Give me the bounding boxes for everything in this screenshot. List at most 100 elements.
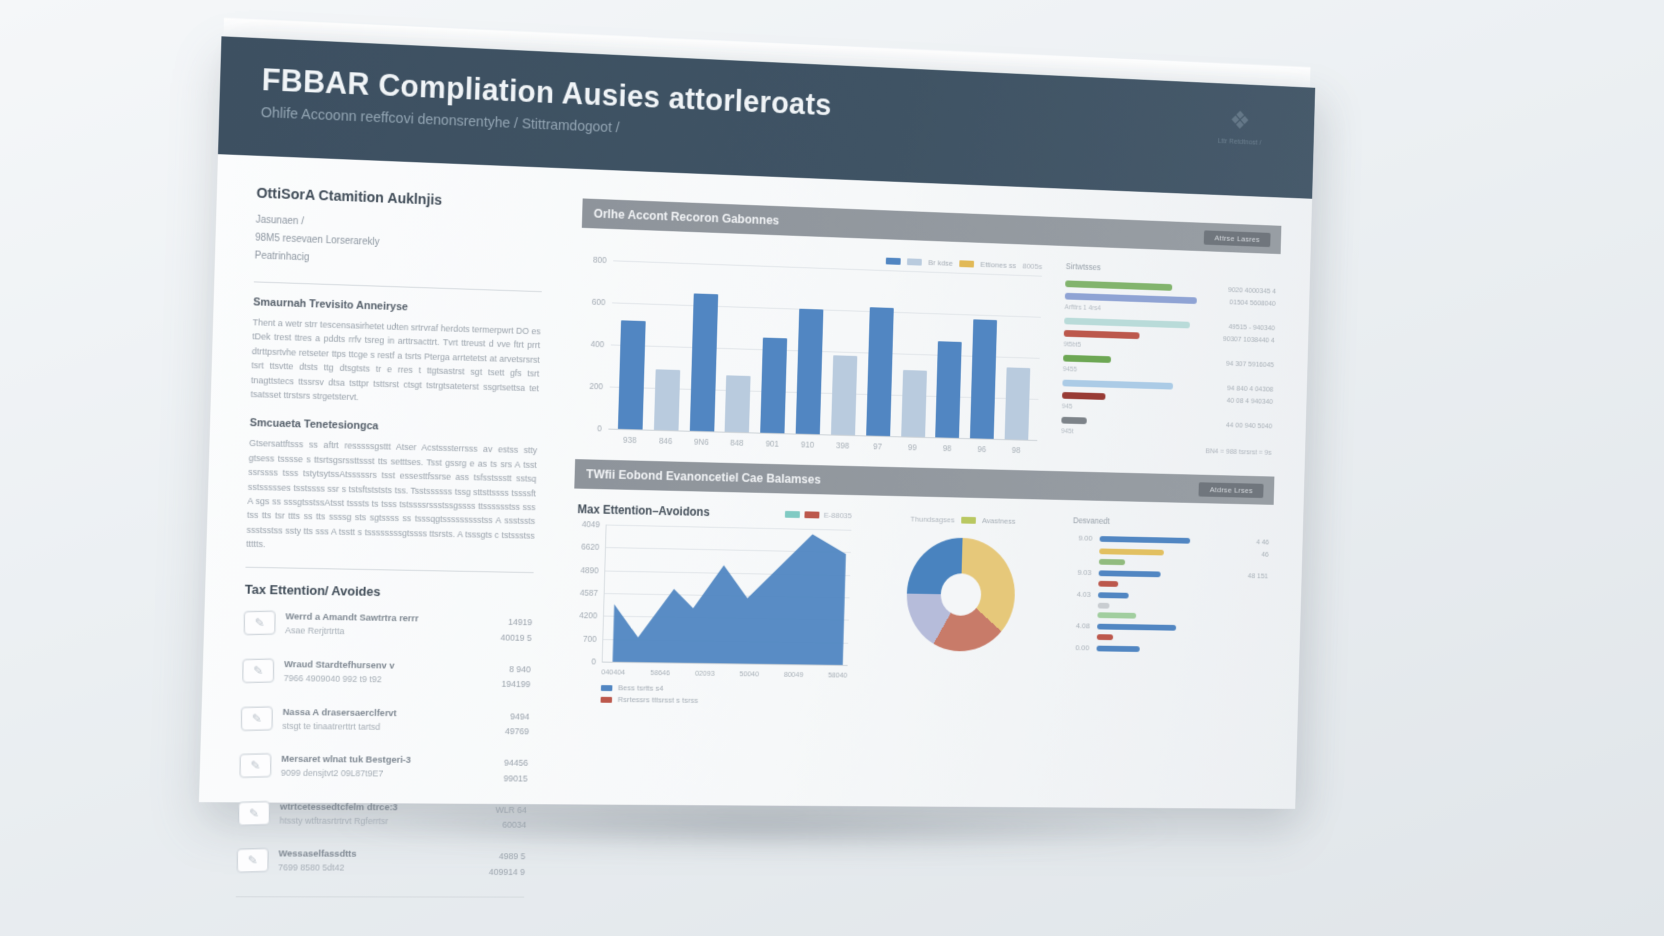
stat-value: 40 08 4 940340 — [1226, 395, 1274, 406]
report-face: FBBAR Compliation Ausies attorleroats Oh… — [198, 36, 1316, 898]
x-axis-tick: 80049 — [783, 669, 804, 679]
stat-list-b: Desvanedt 9.00 4 46 46 9.03 48 151 4.03 4.08 0.… — [1068, 514, 1270, 715]
checklist-item-sub: 7966 4909040 992 t9 t92 — [283, 673, 382, 685]
area-chart-plot: 4049 6620 4890 4587 4200 700 0 — [579, 519, 852, 666]
checklist-item-sub: stsgt te tinaatrerttrt tartsd — [282, 720, 381, 732]
legend-swatch — [885, 257, 901, 265]
bar — [935, 341, 963, 438]
legend-swatch — [959, 259, 975, 268]
stat-bar — [1099, 535, 1191, 544]
section-a-badge: Attrse Lasres — [1203, 229, 1271, 247]
stat-bar — [1099, 547, 1164, 555]
legend-label: Thundsagses — [910, 514, 955, 524]
logo: ❖ Lttr Retdtnost / — [1211, 106, 1269, 147]
checklist-item-sub: 9099 densjtvt2 09L87t9E7 — [280, 767, 384, 779]
checklist-item: ✎ Werrd a Amandt Sawtrtra rerrr Asae Rerjt… — [243, 611, 532, 646]
checklist-item-value-1: 8 940 — [509, 664, 531, 675]
checklist-item-value-2: 99015 — [503, 773, 528, 784]
stat-bar — [1096, 645, 1141, 652]
x-axis-tick: 938 — [622, 434, 637, 445]
stat-value — [1203, 607, 1267, 608]
checklist-item-texts: Werrd a Amandt Sawtrtra rerrr Asae Rerjtr… — [285, 612, 467, 639]
bar — [653, 368, 680, 431]
x-axis-tick: 99 — [907, 442, 917, 453]
area-chart-legend: E-88035 — [784, 509, 852, 520]
checklist-item-texts: wtrtcetessedtcfelm dtrce:3 htssty wtftras… — [279, 801, 461, 826]
y-axis-tick: 4200 — [579, 610, 598, 621]
stat-bar-track — [1097, 602, 1197, 610]
bar — [865, 306, 894, 437]
checklist-item-value-1: 4989 5 — [498, 851, 526, 862]
legend-label: 8005s — [1022, 261, 1043, 271]
area-chart-title: Max Ettention–Avoidons — [577, 502, 710, 519]
stat-bar — [1097, 612, 1137, 619]
stat-list-b-heading: Desvanedt — [1072, 515, 1110, 526]
checklist-item: ✎ Wessaselfassdtts 7699 8580 5dt42 4989 5 40… — [236, 848, 526, 880]
area-footer-legend-entry: Rsrtessrs tttsrsst s tsrss — [600, 695, 846, 707]
stat-bar — [1062, 379, 1174, 390]
area-fill — [612, 530, 847, 665]
checklist-item-sub: Asae Rerjtrtrtta — [284, 625, 345, 637]
stat-bar — [1062, 392, 1106, 400]
checklist-item-values: WLR 64 60034 — [470, 803, 527, 833]
stat-bar — [1098, 580, 1119, 587]
stat-bar — [1064, 292, 1197, 305]
stat-bar-track — [1099, 547, 1198, 556]
stat-row: 0.00 — [1069, 643, 1266, 655]
checklist-item-value-2: 40019 5 — [500, 632, 532, 643]
stat-list-a-footer: BN4 = 988 tsrsrst = 9s — [1205, 446, 1272, 457]
checklist-item: ✎ Mersaret wlnat tuk Bestgeri-3 9099 densj… — [239, 753, 528, 787]
legend-label: Bess tsrtts s4 — [617, 683, 664, 693]
checklist-item-values: 4989 5 409914 9 — [469, 850, 526, 880]
stat-bar-track — [1096, 634, 1196, 641]
x-axis-tick: 848 — [730, 437, 744, 448]
content: Orlhe Accont Recoron Gabonnes Attrse Las… — [562, 198, 1282, 911]
y-axis-tick: 700 — [582, 633, 597, 644]
legend-label: E-88035 — [823, 510, 852, 520]
stat-row-label: 9.03 — [1077, 568, 1092, 577]
divider — [235, 896, 525, 898]
area-chart: Max Ettention–Avoidons E-88035 4049 6620 4… — [572, 502, 852, 709]
checklist-heading: Tax Ettention/ Avoides — [244, 582, 381, 600]
bar — [795, 308, 824, 435]
checklist-item-sub: 7699 8580 5dt42 — [277, 862, 345, 873]
sidebar-meta-lines: Jasunaen /98M5 resevaen Lorserarekly Peat… — [254, 212, 543, 276]
stat-value: 4 46 — [1256, 537, 1270, 547]
pencil-icon: ✎ — [240, 705, 273, 731]
y-axis-tick: 6620 — [581, 541, 600, 553]
x-axis-tick: 97 — [873, 441, 883, 452]
stat-bar-track — [1064, 317, 1204, 329]
bar-chart-plot: 800 600 400 200 0 — [589, 255, 1042, 442]
stat-bar-track — [1099, 535, 1199, 544]
stat-bar — [1097, 623, 1177, 631]
stat-value: 49515 - 940340 — [1228, 322, 1276, 333]
pencil-icon: ✎ — [236, 848, 269, 874]
stat-caption: 9455 — [1062, 366, 1078, 374]
stat-value: 46 — [1261, 549, 1269, 559]
logo-caption: Lttr Retdtnost / — [1217, 136, 1262, 147]
stat-bar-track — [1096, 645, 1195, 652]
stat-bar-track — [1098, 558, 1198, 567]
x-axis-tick: 9N6 — [693, 436, 709, 447]
stat-value — [1203, 639, 1267, 640]
x-axis-tick: 398 — [835, 440, 850, 451]
checklist-item-title: Mersaret wlnat tuk Bestgeri-3 — [281, 754, 412, 767]
legend-swatch — [906, 257, 922, 266]
y-axis-tick: 0 — [591, 656, 597, 667]
checklist-item-sub: htssty wtftrasrtrtrvt Rgferrtsr — [279, 815, 389, 826]
stat-bar — [1063, 354, 1112, 363]
bar — [760, 337, 788, 434]
stat-value: 94 307 5916045 — [1225, 358, 1275, 369]
stat-bar-track — [1062, 379, 1202, 391]
stat-row-label: 4.03 — [1076, 589, 1091, 599]
checklist-item-value-1: 9494 — [510, 711, 530, 722]
logo-emblem-icon: ❖ — [1229, 105, 1251, 135]
stat-bar-track — [1063, 354, 1203, 366]
pencil-icon: ✎ — [243, 611, 276, 636]
stat-row-label: 4.08 — [1075, 621, 1091, 631]
stat-row-label: 9.00 — [1078, 533, 1093, 543]
section-b-badge: Atdrse Lrses — [1198, 481, 1264, 498]
stat-row — [1072, 558, 1269, 568]
pencil-icon: ✎ — [239, 753, 272, 779]
bar — [900, 370, 927, 438]
